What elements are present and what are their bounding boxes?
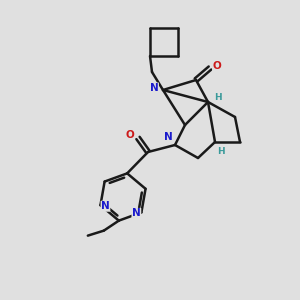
Text: N: N [150, 83, 158, 93]
Text: N: N [101, 201, 110, 211]
Text: N: N [164, 132, 172, 142]
Text: H: H [217, 146, 225, 155]
Text: H: H [214, 94, 222, 103]
Text: O: O [213, 61, 221, 71]
Text: N: N [132, 208, 141, 218]
Text: O: O [126, 130, 134, 140]
